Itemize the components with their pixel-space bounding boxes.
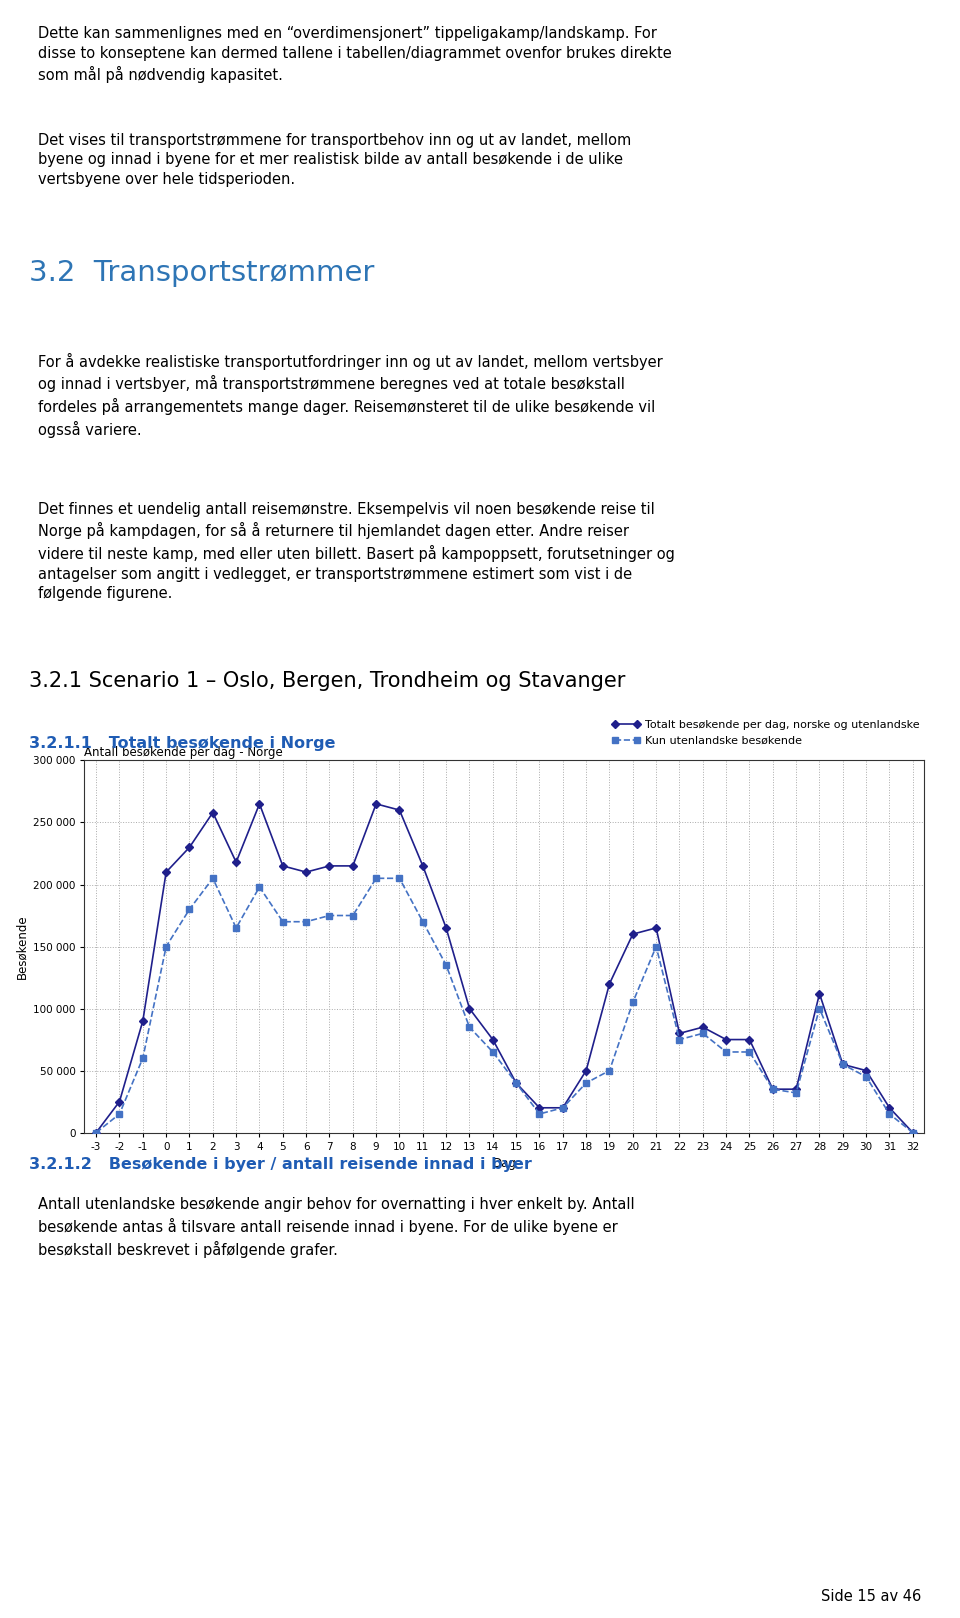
Text: Det finnes et uendelig antall reisemønstre. Eksempelvis vil noen besøkende reise: Det finnes et uendelig antall reisemønst… (38, 502, 675, 602)
Text: Side 15 av 46: Side 15 av 46 (821, 1589, 921, 1603)
Text: 3.2.1 Scenario 1 – Oslo, Bergen, Trondheim og Stavanger: 3.2.1 Scenario 1 – Oslo, Bergen, Trondhe… (29, 671, 625, 691)
Text: Antall besøkende per dag - Norge: Antall besøkende per dag - Norge (84, 746, 283, 759)
Text: Det vises til transportstrømmene for transportbehov inn og ut av landet, mellom
: Det vises til transportstrømmene for tra… (38, 133, 632, 188)
Text: Antall utenlandske besøkende angir behov for overnatting i hver enkelt by. Antal: Antall utenlandske besøkende angir behov… (38, 1197, 635, 1257)
Text: 3.2  Transportstrømmer: 3.2 Transportstrømmer (29, 259, 374, 286)
Text: For å avdekke realistiske transportutfordringer inn og ut av landet, mellom vert: For å avdekke realistiske transportutfor… (38, 353, 663, 437)
Legend: Totalt besøkende per dag, norske og utenlandske, Kun utenlandske besøkende: Totalt besøkende per dag, norske og uten… (608, 715, 924, 751)
Text: Dette kan sammenlignes med en “overdimensjonert” tippeligakamp/landskamp. For
di: Dette kan sammenlignes med en “overdimen… (38, 26, 672, 83)
Text: 3.2.1.2   Besøkende i byer / antall reisende innad i byer: 3.2.1.2 Besøkende i byer / antall reisen… (29, 1157, 532, 1171)
X-axis label: Dag: Dag (492, 1157, 516, 1170)
Y-axis label: Besøkende: Besøkende (15, 914, 29, 979)
Text: 3.2.1.1   Totalt besøkende i Norge: 3.2.1.1 Totalt besøkende i Norge (29, 736, 335, 751)
